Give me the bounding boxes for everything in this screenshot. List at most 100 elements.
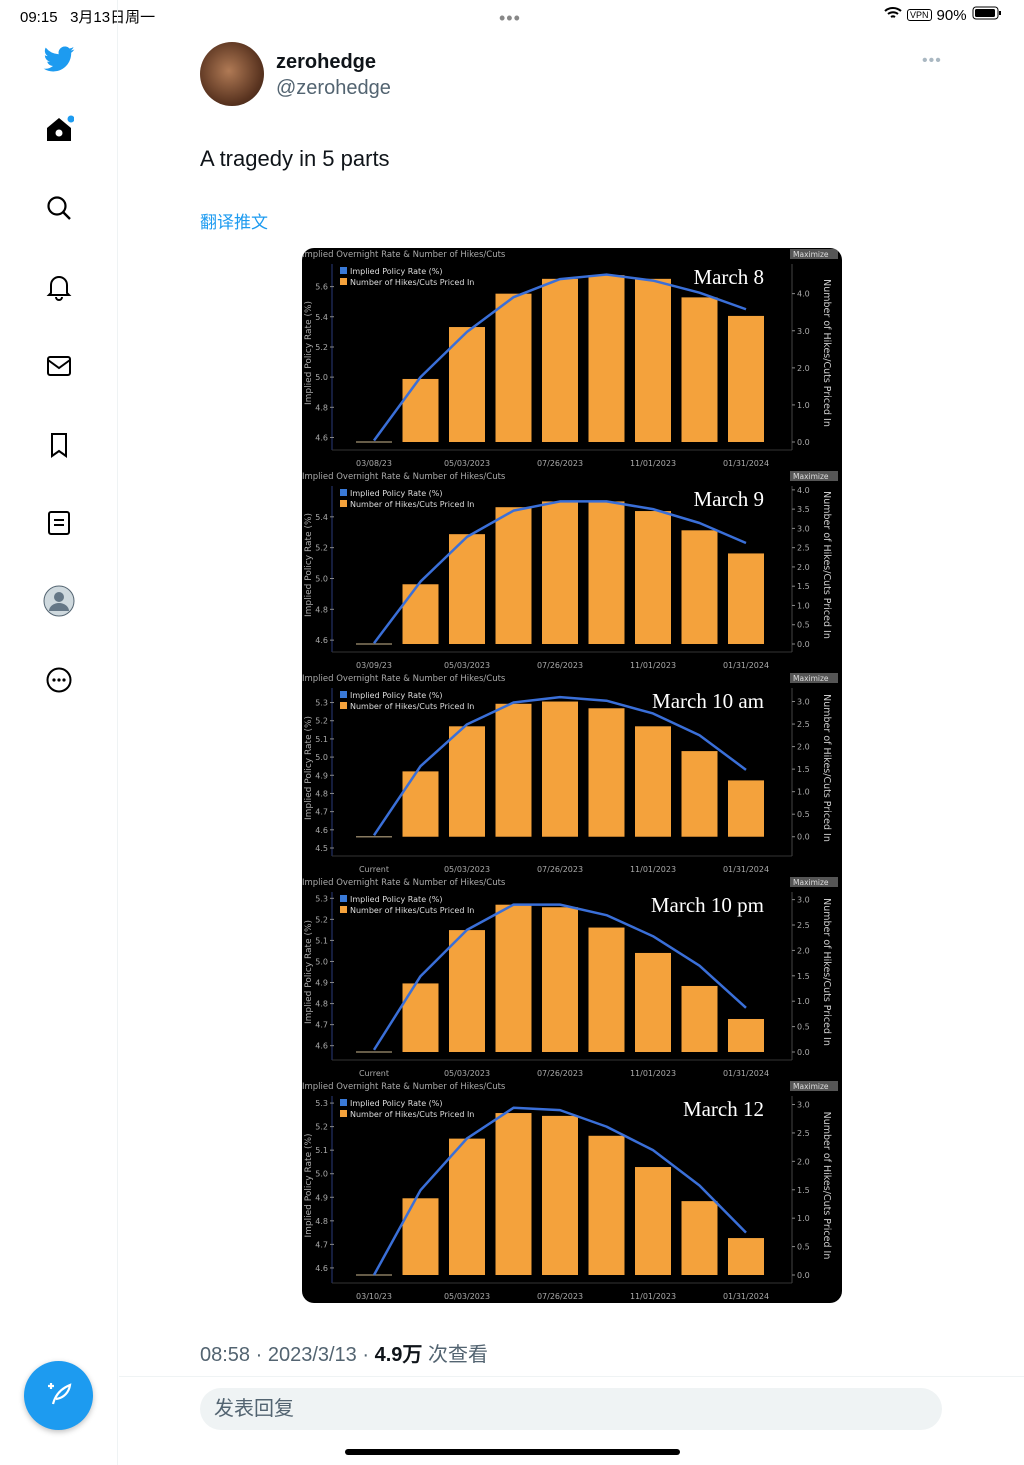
more-icon[interactable] <box>40 661 78 699</box>
x-tick-label: 11/01/2023 <box>630 459 676 468</box>
bar <box>542 501 578 644</box>
y-tick-label: 5.1 <box>315 1146 328 1155</box>
y-tick-label: 4.7 <box>315 1021 328 1030</box>
x-tick-label: 01/31/2024 <box>723 865 769 874</box>
profile-icon[interactable] <box>40 582 78 620</box>
list-icon[interactable] <box>40 504 78 542</box>
mail-icon[interactable] <box>40 347 78 385</box>
bar <box>449 327 485 442</box>
tweet-text: A tragedy in 5 parts <box>200 146 390 171</box>
y-tick-label: 4.6 <box>315 826 328 835</box>
maximize-button <box>790 471 838 481</box>
translate-link[interactable]: 翻译推文 <box>200 213 268 232</box>
bar <box>402 771 439 837</box>
y2-tick-label: 3.0 <box>797 896 810 905</box>
y2-tick-label: 2.0 <box>797 946 810 955</box>
legend-rate: Implied Policy Rate (%) <box>350 1099 443 1108</box>
y-tick-label: 4.6 <box>315 636 328 645</box>
legend-swatch-bars <box>340 702 347 709</box>
chart-panel: Implied Overnight Rate & Number of Hikes… <box>302 1081 838 1301</box>
maximize-button <box>790 249 838 259</box>
y-tick-label: 5.1 <box>315 735 328 744</box>
bar <box>728 553 764 644</box>
bar <box>449 534 485 644</box>
y2-tick-label: 0.5 <box>797 810 810 819</box>
y2-axis-label: Number of Hikes/Cuts Priced In <box>821 1112 832 1260</box>
avatar[interactable] <box>200 42 264 106</box>
y-tick-label: 4.8 <box>315 1000 328 1009</box>
y-tick-label: 5.2 <box>315 343 328 352</box>
x-tick-label: Current <box>359 1069 389 1078</box>
maximize-label: Maximize <box>793 1082 829 1091</box>
y2-tick-label: 0.0 <box>797 438 810 447</box>
legend-swatch-bars <box>340 278 347 285</box>
x-tick-label: 01/31/2024 <box>723 1069 769 1078</box>
y-tick-label: 4.9 <box>315 979 328 988</box>
bar <box>681 1201 718 1275</box>
implied-rate-line <box>372 903 747 1051</box>
chart-panel: Implied Overnight Rate & Number of Hikes… <box>302 471 838 670</box>
tweet-image-charts[interactable]: Implied Overnight Rate & Number of Hikes… <box>302 248 842 1303</box>
y-tick-label: 4.8 <box>315 1217 328 1226</box>
legend-swatch-bars <box>340 906 347 913</box>
y-tick-label: 5.1 <box>315 936 328 945</box>
tweet-timestamp[interactable]: 08:58 · 2023/3/13 · <box>200 1344 375 1366</box>
reply-input[interactable]: 发表回复 <box>200 1388 942 1430</box>
y-tick-label: 5.2 <box>315 544 328 553</box>
bell-icon[interactable] <box>40 268 78 306</box>
bar <box>402 584 439 644</box>
chart-annotation: March 12 <box>683 1097 764 1121</box>
x-tick-label: 07/26/2023 <box>537 1069 583 1078</box>
x-tick-label: 05/03/2023 <box>444 661 490 670</box>
y-tick-label: 4.5 <box>315 844 328 853</box>
x-tick-label: 11/01/2023 <box>630 1292 676 1301</box>
y2-tick-label: 1.0 <box>797 601 810 610</box>
bar <box>728 1018 764 1052</box>
y-tick-label: 4.9 <box>315 771 328 780</box>
x-tick-label: 03/09/23 <box>356 661 392 670</box>
y2-tick-label: 1.0 <box>797 788 810 797</box>
y-tick-label: 4.6 <box>315 1042 328 1051</box>
multitask-dots-icon[interactable]: ••• <box>499 8 521 28</box>
compose-tweet-button[interactable] <box>24 1361 93 1430</box>
y2-tick-label: 2.5 <box>797 1129 810 1138</box>
y-tick-label: 5.4 <box>315 513 328 522</box>
legend-swatch-bars <box>340 1110 347 1117</box>
y-tick-label: 5.0 <box>315 1170 328 1179</box>
bar <box>728 1238 764 1275</box>
sidebar <box>0 0 118 1465</box>
y-tick-label: 4.7 <box>315 808 328 817</box>
maximize-label: Maximize <box>793 878 829 887</box>
home-icon[interactable] <box>40 110 78 148</box>
legend-swatch-rate <box>340 1099 347 1106</box>
y2-tick-label: 1.0 <box>797 401 810 410</box>
vpn-badge: VPN <box>907 9 932 21</box>
twitter-bird-icon[interactable] <box>40 41 78 79</box>
bar <box>495 1113 532 1275</box>
more-options-icon[interactable]: ••• <box>922 52 942 69</box>
bar <box>402 378 439 442</box>
legend-bars: Number of Hikes/Cuts Priced In <box>350 906 474 915</box>
y2-tick-label: 3.0 <box>797 1101 810 1110</box>
y2-tick-label: 4.0 <box>797 486 810 495</box>
divider <box>119 1376 1024 1377</box>
maximize-button <box>790 877 838 887</box>
legend-swatch-rate <box>340 267 347 274</box>
x-tick-label: 07/26/2023 <box>537 459 583 468</box>
bar <box>588 927 625 1052</box>
legend-bars: Number of Hikes/Cuts Priced In <box>350 702 474 711</box>
view-count: 4.9万 <box>374 1344 423 1366</box>
bookmark-icon[interactable] <box>40 426 78 464</box>
x-tick-label: 11/01/2023 <box>630 661 676 670</box>
bar <box>635 511 671 644</box>
y-tick-label: 5.3 <box>315 1099 328 1108</box>
home-indicator <box>345 1449 680 1455</box>
y2-tick-label: 0.0 <box>797 1271 810 1280</box>
author-name[interactable]: zerohedge <box>276 51 377 73</box>
bar <box>495 293 532 442</box>
y2-tick-label: 1.5 <box>797 582 810 591</box>
y2-tick-label: 1.5 <box>797 765 810 774</box>
search-icon[interactable] <box>40 189 78 227</box>
bar <box>542 907 578 1052</box>
author-handle[interactable]: @zerohedge <box>276 77 391 99</box>
